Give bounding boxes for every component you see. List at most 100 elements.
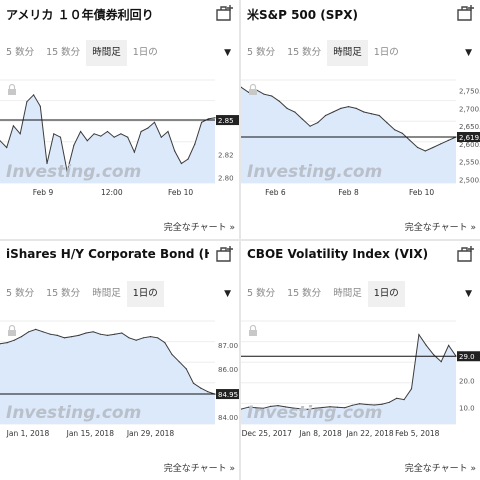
data-point xyxy=(142,337,144,339)
x-tick-label: Jan 29, 2018 xyxy=(126,429,175,438)
full-chart-link[interactable]: 完全なチャート » xyxy=(163,464,235,474)
current-value-label: 84.95 xyxy=(218,391,238,399)
tab-timeframe[interactable]: 時間足 xyxy=(92,288,121,299)
data-point xyxy=(317,122,319,124)
full-chart-link[interactable]: 完全なチャート » xyxy=(163,223,235,233)
data-point xyxy=(396,397,398,399)
data-point xyxy=(26,101,28,103)
data-point xyxy=(0,140,1,142)
data-point xyxy=(381,403,383,405)
data-point xyxy=(157,337,159,339)
data-point xyxy=(19,133,21,135)
price-chart: 20.0 10.0 29.0 Dec 25, 2017 Jan 8, 2018 Jan 2… xyxy=(241,320,480,438)
tab-timeframe[interactable]: 1日の xyxy=(367,281,405,307)
data-point xyxy=(180,162,182,165)
y-tick-label: 2,500.0 xyxy=(459,176,480,184)
current-value-label: 2.85 xyxy=(218,117,234,125)
tab-timeframe[interactable]: 1日の xyxy=(126,281,164,307)
tab-timeframe[interactable]: 5 数分 xyxy=(247,288,276,299)
y-tick-label: 2.82 xyxy=(218,151,234,159)
x-tick-label: Jan 8, 2018 xyxy=(298,429,342,438)
tab-timeframe[interactable]: 時間足 xyxy=(327,40,368,66)
price-chart: 87.00 86.00 84.00 84.95 Jan 1, 2018 Jan 15, 2… xyxy=(0,320,239,438)
tab-timeframe[interactable]: 時間足 xyxy=(333,288,362,299)
data-point xyxy=(0,343,1,345)
widget-ishares-hy-bond: iShares H/Y Corporate Bond (H... 5 数分 15 数… xyxy=(0,241,239,480)
data-point xyxy=(294,111,296,113)
y-tick-label: 2,750.0 xyxy=(459,88,480,96)
data-point xyxy=(53,133,55,135)
data-point xyxy=(135,339,137,341)
data-point xyxy=(292,407,294,409)
panel-title: 米S&P 500 (SPX) xyxy=(247,8,358,22)
data-point xyxy=(386,122,388,124)
tab-timeframe[interactable]: 15 数分 xyxy=(46,47,81,58)
data-point xyxy=(440,361,442,363)
data-point xyxy=(59,136,62,138)
tab-timeframe[interactable]: 5 数分 xyxy=(247,47,276,58)
y-tick-label: 84.00 xyxy=(218,414,238,422)
y-tick-label: 87.00 xyxy=(218,342,238,350)
data-point xyxy=(6,342,8,344)
chevron-down-icon[interactable]: ▼ xyxy=(224,289,231,299)
x-tick-label: Jan 22, 2018 xyxy=(345,429,394,438)
data-point xyxy=(214,117,216,119)
data-point xyxy=(113,136,115,138)
y-tick-label: 20.0 xyxy=(459,378,475,386)
tab-timeframe[interactable]: 15 数分 xyxy=(46,288,81,299)
lock-icon xyxy=(249,83,257,95)
tab-timeframe[interactable]: 15 数分 xyxy=(287,288,322,299)
data-point xyxy=(433,354,435,356)
data-point xyxy=(247,406,249,408)
data-point xyxy=(92,331,94,333)
panel-title: アメリカ １０年債券利回り xyxy=(6,8,154,22)
data-point xyxy=(336,406,338,408)
x-tick-label: Feb 10 xyxy=(168,188,193,197)
data-point xyxy=(33,94,35,96)
area-fill xyxy=(241,334,456,424)
price-chart: 2,750.0 2,700.0 2,650.0 2,600.0 2,550.0 2,500… xyxy=(241,79,480,197)
x-tick-label: 12:00 xyxy=(101,188,123,197)
y-tick-label: 10.0 xyxy=(459,405,475,413)
data-point xyxy=(106,334,109,336)
data-point xyxy=(167,130,169,133)
add-to-portfolio-icon[interactable] xyxy=(456,4,476,22)
x-tick-label: Feb 6 xyxy=(265,188,286,197)
full-chart-link[interactable]: 完全なチャート » xyxy=(404,464,476,474)
tab-timeframe[interactable]: 1日の xyxy=(373,47,399,58)
tab-timeframe[interactable]: 5 数分 xyxy=(6,288,35,299)
timeframe-tabs: 5 数分 15 数分 時間足 1日の ▼ xyxy=(0,281,239,307)
data-point xyxy=(71,336,73,338)
data-point xyxy=(39,105,41,107)
add-to-portfolio-icon[interactable] xyxy=(215,245,235,263)
x-tick-label: Feb 5, 2018 xyxy=(395,429,440,438)
full-chart-link[interactable]: 完全なチャート » xyxy=(404,223,476,233)
data-point xyxy=(324,114,327,117)
data-point xyxy=(12,125,14,127)
data-point xyxy=(201,121,203,123)
data-point xyxy=(6,146,8,149)
chevron-down-icon[interactable]: ▼ xyxy=(224,48,231,58)
x-tick-label: Feb 10 xyxy=(409,188,434,197)
panel-title: CBOE Volatility Index (VIX) xyxy=(247,247,429,261)
tab-timeframe[interactable]: 15 数分 xyxy=(287,47,322,58)
add-to-portfolio-icon[interactable] xyxy=(215,4,235,22)
data-point xyxy=(99,333,101,335)
widget-us-10y-bond-yield: アメリカ １０年債券利回り 5 数分 15 数分 時間足 1日の ▼ 2.82 2.80 2.8… xyxy=(0,0,239,239)
data-point xyxy=(153,121,156,123)
data-point xyxy=(363,111,365,113)
add-to-portfolio-icon[interactable] xyxy=(456,245,476,263)
tab-timeframe[interactable]: 5 数分 xyxy=(6,47,35,58)
tab-timeframe[interactable]: 1日の xyxy=(132,47,158,58)
y-tick-label: 2,650.0 xyxy=(459,123,480,131)
data-point xyxy=(200,387,202,389)
chevron-down-icon[interactable]: ▼ xyxy=(465,289,472,299)
chevron-down-icon[interactable]: ▼ xyxy=(465,48,472,58)
data-point xyxy=(147,127,149,129)
data-point xyxy=(187,158,189,160)
data-point xyxy=(299,408,301,410)
tab-timeframe[interactable]: 時間足 xyxy=(86,40,127,66)
data-point xyxy=(85,332,87,334)
data-point xyxy=(355,107,357,109)
